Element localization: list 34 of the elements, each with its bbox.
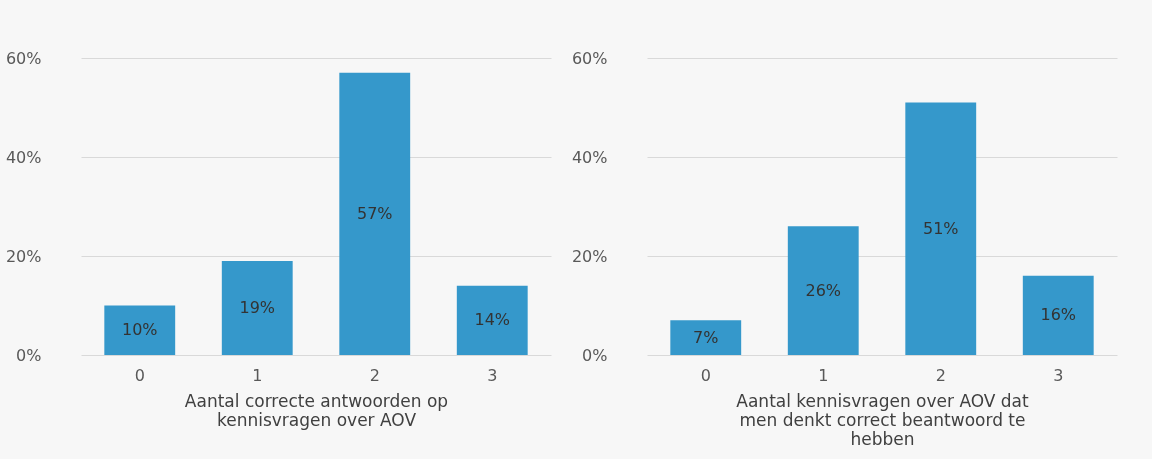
data-label: 7% <box>693 327 719 347</box>
bar <box>221 260 293 355</box>
x-tick-label: 3 <box>1053 365 1064 385</box>
x-axis-title: Aantal correcte antwoorden op kennisvragen over AOV <box>184 390 449 430</box>
data-label: 16% <box>1040 305 1077 325</box>
x-tick-label: 2 <box>935 365 946 385</box>
y-tick-label: 20% <box>5 246 42 266</box>
y-tick-label: 40% <box>5 147 42 167</box>
y-tick-label: 60% <box>571 48 608 68</box>
x-tick-label: 2 <box>369 365 380 385</box>
x-tick-label: 0 <box>700 365 711 385</box>
data-label: 26% <box>805 280 842 300</box>
bar <box>787 226 859 355</box>
data-label: 19% <box>239 297 276 317</box>
data-label: 10% <box>121 320 158 340</box>
y-tick-label: 60% <box>5 48 42 68</box>
data-label: 14% <box>474 310 511 330</box>
x-tick-label: 1 <box>818 365 829 385</box>
y-tick-label: 0% <box>16 345 42 365</box>
bar <box>339 72 411 355</box>
x-tick-label: 3 <box>487 365 498 385</box>
y-tick-label: 40% <box>571 147 608 167</box>
bar <box>1022 275 1094 355</box>
bar <box>456 285 528 355</box>
y-tick-label: 0% <box>582 345 608 365</box>
bar <box>670 320 742 355</box>
x-tick-label: 0 <box>134 365 145 385</box>
y-tick-label: 20% <box>571 246 608 266</box>
bar <box>905 102 977 355</box>
data-label: 57% <box>356 203 393 223</box>
x-tick-label: 1 <box>252 365 263 385</box>
data-label: 51% <box>922 218 959 238</box>
x-axis-title: Aantal kennisvragen over AOV dat men denkt correct beantwoord te hebben <box>736 390 1030 449</box>
bar <box>104 305 176 355</box>
